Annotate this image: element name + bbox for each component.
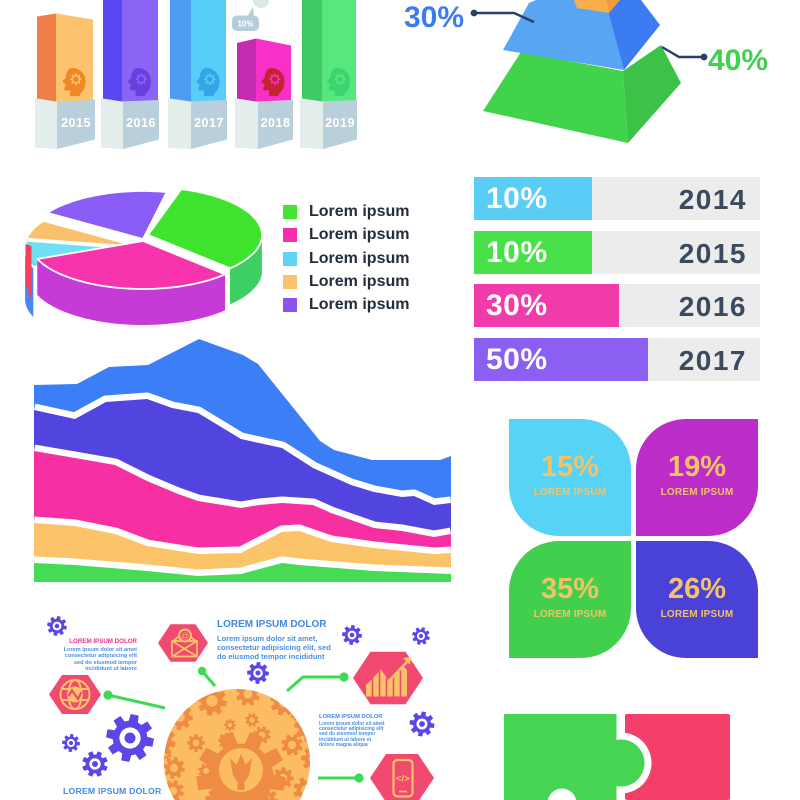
svg-text:$: $ xyxy=(209,77,212,82)
svg-text:@: @ xyxy=(181,631,189,640)
svg-text:2018: 2018 xyxy=(261,116,291,130)
svg-text:2019: 2019 xyxy=(325,116,355,130)
svg-text:2015: 2015 xyxy=(61,116,91,130)
svg-text:40%: 40% xyxy=(708,44,768,77)
svg-text:30%: 30% xyxy=(404,1,464,34)
svg-text:2016: 2016 xyxy=(126,116,156,130)
svg-text:$: $ xyxy=(274,77,277,82)
svg-text:$: $ xyxy=(339,77,342,82)
svg-text:</>: </> xyxy=(396,774,410,785)
svg-text:2017: 2017 xyxy=(194,116,224,130)
svg-text:$: $ xyxy=(140,77,143,82)
svg-text:$: $ xyxy=(75,77,78,82)
svg-text:10%: 10% xyxy=(237,20,253,29)
